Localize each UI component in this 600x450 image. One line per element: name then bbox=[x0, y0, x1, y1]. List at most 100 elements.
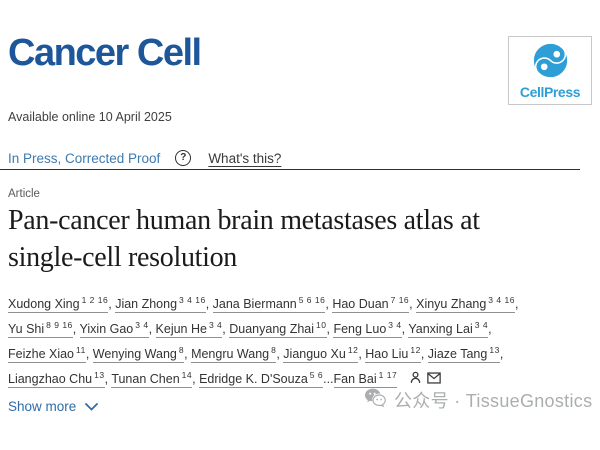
cellpress-wordmark: CellPress bbox=[519, 84, 581, 100]
author-affiliation-superscript: 14 bbox=[181, 370, 193, 380]
cellpress-logo[interactable]: CellPress bbox=[508, 36, 592, 105]
author-list-ellipsis: ... bbox=[323, 372, 334, 386]
author-separator: , bbox=[276, 347, 284, 361]
author-link[interactable]: Liangzhao Chu 13 bbox=[8, 370, 105, 388]
author-separator: , bbox=[326, 322, 334, 336]
author-affiliation-superscript: 8 bbox=[271, 345, 277, 355]
author-link[interactable]: Jiaze Tang 13 bbox=[427, 345, 500, 363]
whats-this-link[interactable]: What's this? bbox=[208, 150, 282, 166]
publication-status-row: In Press, Corrected Proof ? What's this? bbox=[8, 150, 281, 166]
chevron-down-icon bbox=[85, 399, 99, 414]
author-link[interactable]: Yanxing Lai 3 4 bbox=[408, 320, 489, 338]
author-link[interactable]: Yixin Gao 3 4 bbox=[79, 320, 149, 338]
divider-rule bbox=[0, 169, 580, 170]
author-separator: , bbox=[184, 347, 192, 361]
question-circle-icon[interactable]: ? bbox=[175, 150, 192, 166]
author-affiliation-superscript: 11 bbox=[76, 345, 86, 355]
article-title-line-1: Pan-cancer human brain metastases atlas … bbox=[8, 205, 480, 236]
author-link[interactable]: Jana Biermann 5 6 16 bbox=[212, 295, 326, 313]
author-affiliation-superscript: 3 4 16 bbox=[488, 295, 515, 305]
author-separator: , bbox=[85, 347, 93, 361]
wechat-official-account-icon bbox=[364, 388, 389, 412]
author-name: Duanyang Zhai bbox=[229, 322, 315, 336]
author-separator: , bbox=[72, 322, 80, 336]
author-affiliation-superscript: 3 4 bbox=[474, 320, 489, 330]
author-affiliation-superscript: 3 4 16 bbox=[179, 295, 206, 305]
author-affiliation-superscript: 5 6 16 bbox=[298, 295, 326, 305]
author-link[interactable]: Feizhe Xiao 11 bbox=[8, 345, 86, 363]
author-link[interactable]: Edridge K. D'Souza 5 6 bbox=[199, 370, 324, 388]
show-more-button[interactable]: Show more bbox=[8, 399, 99, 414]
author-affiliation-superscript: 13 bbox=[489, 345, 500, 355]
available-online-date: Available online 10 April 2025 bbox=[8, 110, 172, 124]
author-separator: , bbox=[514, 297, 519, 311]
author-link[interactable]: Yu Shi 8 9 16 bbox=[8, 320, 73, 338]
author-link[interactable]: Jianguo Xu 12 bbox=[283, 345, 359, 363]
author-affiliation-superscript: 1 2 16 bbox=[81, 295, 109, 305]
author-affiliation-superscript: 3 4 bbox=[208, 320, 223, 330]
author-separator: , bbox=[192, 372, 200, 386]
author-name: Tunan Chen bbox=[111, 372, 180, 386]
author-name: Jian Zhong bbox=[115, 297, 178, 311]
author-link[interactable]: Xudong Xing 1 2 16 bbox=[8, 295, 109, 313]
author-link[interactable]: Wenying Wang 8 bbox=[92, 345, 185, 363]
author-name: Hao Liu bbox=[365, 347, 409, 361]
author-link[interactable]: Fan Bai 1 17 bbox=[333, 370, 398, 388]
author-affiliation-superscript: 8 bbox=[178, 345, 185, 355]
author-separator: , bbox=[148, 322, 156, 336]
author-affiliation-superscript: 12 bbox=[410, 345, 421, 355]
author-link[interactable]: Feng Luo 3 4 bbox=[333, 320, 402, 338]
author-name: Xinyu Zhang bbox=[416, 297, 487, 311]
author-name: Fan Bai bbox=[333, 372, 377, 386]
author-name: Yixin Gao bbox=[79, 322, 134, 336]
author-name: Yu Shi bbox=[8, 322, 45, 336]
author-name: Edridge K. D'Souza bbox=[199, 372, 308, 386]
author-name: Hao Duan bbox=[332, 297, 389, 311]
in-press-status-link[interactable]: In Press, Corrected Proof bbox=[8, 150, 161, 166]
person-icon[interactable] bbox=[409, 368, 422, 392]
author-separator: , bbox=[104, 372, 112, 386]
author-affiliation-superscript: 12 bbox=[347, 345, 359, 355]
author-name: Feng Luo bbox=[333, 322, 387, 336]
author-name: Wenying Wang bbox=[92, 347, 177, 361]
author-affiliation-superscript: 5 6 bbox=[309, 370, 324, 380]
author-separator: , bbox=[325, 297, 333, 311]
author-link[interactable]: Tunan Chen 14 bbox=[111, 370, 193, 388]
article-title: Pan-cancer human brain metastases atlas … bbox=[8, 202, 586, 276]
author-list-inline: Xudong Xing 1 2 16, Jian Zhong 3 4 16, Jan… bbox=[8, 295, 519, 388]
author-list: Xudong Xing 1 2 16, Jian Zhong 3 4 16, Jan… bbox=[8, 292, 596, 392]
author-name: Kejun He bbox=[155, 322, 207, 336]
author-link[interactable]: Xinyu Zhang 3 4 16 bbox=[416, 295, 515, 313]
article-title-line-2: single-cell resolution bbox=[8, 242, 238, 273]
author-name: Jianguo Xu bbox=[283, 347, 346, 361]
author-link[interactable]: Kejun He 3 4 bbox=[155, 320, 223, 338]
author-separator: , bbox=[222, 322, 230, 336]
author-name: Xudong Xing bbox=[8, 297, 80, 311]
author-name: Jiaze Tang bbox=[427, 347, 488, 361]
author-affiliation-superscript: 7 16 bbox=[390, 295, 410, 305]
watermark: 公众号 · TissueGnostics bbox=[364, 387, 592, 413]
journal-logo-cancer-cell[interactable]: Cancer Cell bbox=[8, 32, 202, 74]
watermark-text: 公众号 · TissueGnostics bbox=[394, 391, 593, 411]
author-affiliation-superscript: 8 9 16 bbox=[46, 320, 73, 330]
corresponding-author-icons bbox=[404, 371, 441, 386]
author-separator: , bbox=[108, 297, 116, 311]
author-affiliation-superscript: 10 bbox=[316, 320, 327, 330]
author-link[interactable]: Mengru Wang 8 bbox=[191, 345, 277, 363]
author-name: Mengru Wang bbox=[191, 347, 270, 361]
author-separator: , bbox=[420, 347, 428, 361]
author-link[interactable]: Hao Duan 7 16 bbox=[332, 295, 410, 313]
author-affiliation-superscript: 1 17 bbox=[378, 370, 398, 380]
author-separator: , bbox=[401, 322, 409, 336]
author-name: Jana Biermann bbox=[212, 297, 297, 311]
author-separator: , bbox=[409, 297, 417, 311]
author-link[interactable]: Hao Liu 12 bbox=[365, 345, 421, 363]
author-separator: , bbox=[488, 322, 492, 336]
author-link[interactable]: Jian Zhong 3 4 16 bbox=[115, 295, 206, 313]
author-link[interactable]: Duanyang Zhai 10 bbox=[229, 320, 327, 338]
envelope-icon[interactable] bbox=[427, 368, 441, 392]
author-name: Liangzhao Chu bbox=[8, 372, 93, 386]
author-affiliation-superscript: 3 4 bbox=[388, 320, 402, 330]
article-type-label: Article bbox=[8, 188, 40, 200]
author-name: Feizhe Xiao bbox=[8, 347, 75, 361]
